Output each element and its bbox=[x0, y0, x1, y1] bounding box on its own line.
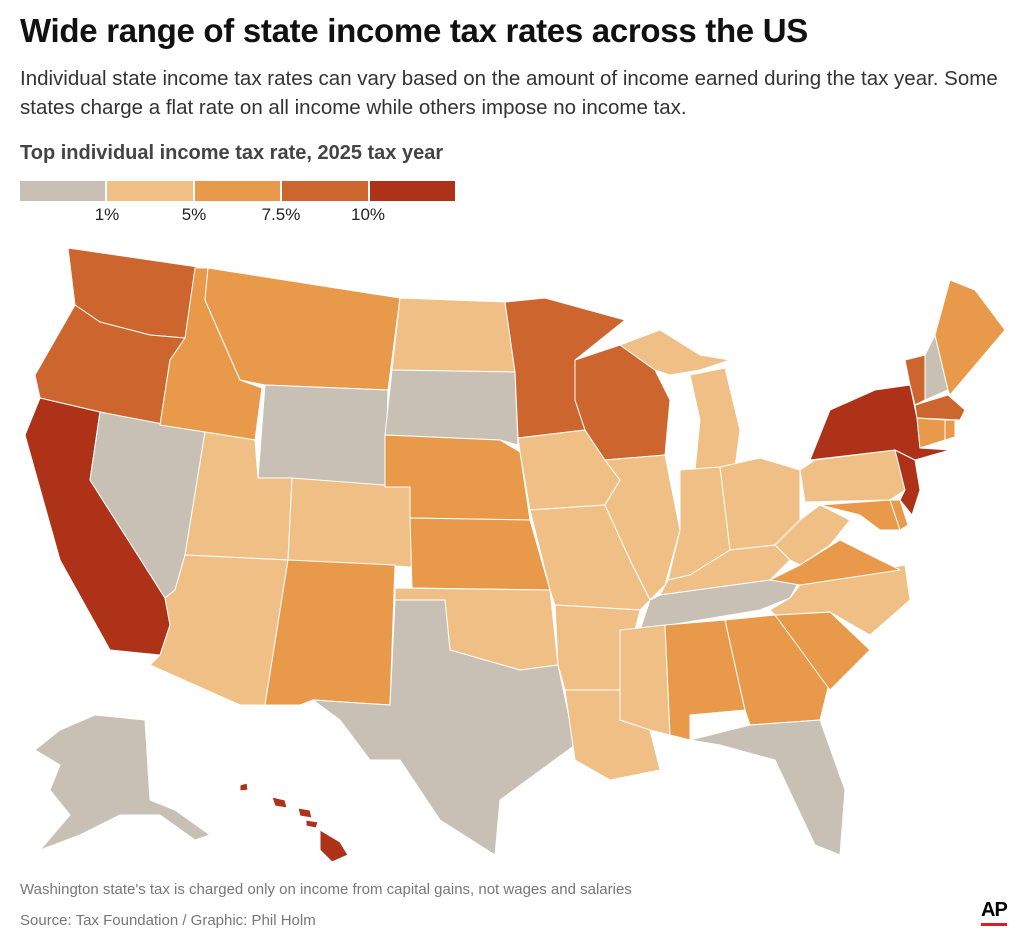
legend-swatch-1 bbox=[107, 181, 193, 201]
state-shape bbox=[819, 499, 901, 531]
chart-title: Wide range of state income tax rates acr… bbox=[20, 12, 808, 49]
state-shape bbox=[944, 419, 956, 441]
legend-swatch-2 bbox=[194, 181, 281, 201]
state-ri bbox=[944, 419, 956, 441]
state-shape bbox=[769, 564, 911, 636]
legend-title: Top individual income tax rate, 2025 tax… bbox=[20, 142, 444, 164]
legend-tick: 1% bbox=[94, 205, 120, 224]
footnote: Washington state's tax is charged only o… bbox=[20, 881, 632, 898]
state-shape bbox=[297, 807, 313, 819]
state-shape bbox=[409, 517, 551, 591]
state-de bbox=[889, 499, 909, 531]
state-tx bbox=[312, 599, 576, 856]
state-wy bbox=[257, 384, 389, 488]
state-shape bbox=[384, 369, 519, 446]
state-shape bbox=[914, 394, 966, 421]
state-shape bbox=[619, 329, 731, 376]
state-shape bbox=[934, 279, 1006, 396]
state-mi bbox=[619, 329, 741, 471]
state-shape bbox=[257, 384, 389, 488]
state-nd bbox=[391, 297, 516, 373]
state-ms bbox=[619, 624, 671, 736]
legend-swatch-4 bbox=[369, 181, 456, 201]
legend-swatch-0 bbox=[20, 181, 106, 201]
state-nc bbox=[769, 564, 911, 636]
state-shape bbox=[689, 719, 846, 856]
state-hi bbox=[239, 782, 349, 863]
legend-swatch-3 bbox=[282, 181, 368, 201]
state-me bbox=[934, 279, 1006, 396]
state-shape bbox=[774, 504, 851, 566]
state-shape bbox=[889, 499, 909, 531]
state-shape bbox=[916, 417, 946, 449]
state-ct bbox=[916, 417, 946, 449]
state-shape bbox=[287, 477, 413, 568]
state-shape bbox=[619, 624, 671, 736]
state-wv bbox=[774, 504, 851, 566]
ap-logo-underline bbox=[981, 923, 1007, 926]
state-nm bbox=[264, 559, 396, 706]
state-md bbox=[819, 499, 901, 531]
state-fl bbox=[689, 719, 846, 856]
legend-tick: 5% bbox=[181, 205, 207, 224]
state-shape bbox=[312, 599, 576, 856]
us-state-map bbox=[24, 247, 1006, 863]
chart-subtitle: Individual state income tax rates can va… bbox=[20, 67, 998, 119]
state-shape bbox=[689, 367, 741, 471]
color-legend bbox=[20, 181, 456, 201]
state-shape bbox=[305, 819, 319, 829]
state-shape bbox=[239, 782, 249, 792]
ap-logo: AP bbox=[981, 899, 1008, 921]
state-shape bbox=[264, 559, 396, 706]
state-shape bbox=[391, 297, 516, 373]
state-shape bbox=[271, 796, 288, 809]
state-shape bbox=[904, 354, 926, 406]
state-sd bbox=[384, 369, 519, 446]
state-shape bbox=[34, 714, 211, 851]
state-ak bbox=[34, 714, 211, 851]
state-ks bbox=[409, 517, 551, 591]
legend-tick: 7.5% bbox=[261, 205, 301, 224]
state-ma bbox=[914, 394, 966, 421]
legend-tick: 10% bbox=[350, 205, 386, 224]
source-credit: Source: Tax Foundation / Graphic: Phil H… bbox=[20, 912, 316, 929]
state-co bbox=[287, 477, 413, 568]
state-vt bbox=[904, 354, 926, 406]
state-shape bbox=[319, 829, 349, 863]
